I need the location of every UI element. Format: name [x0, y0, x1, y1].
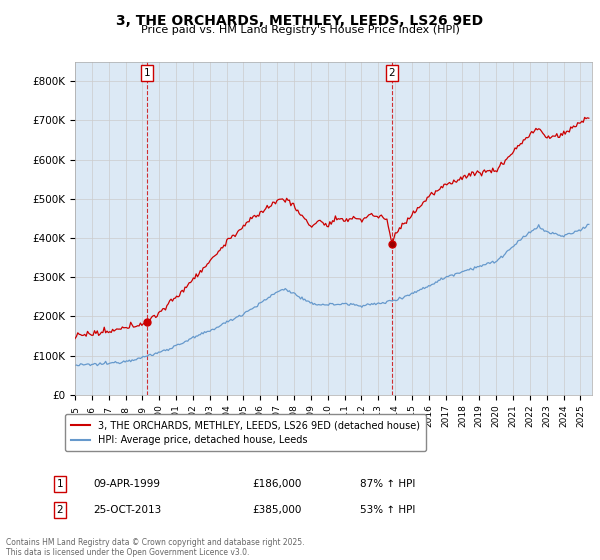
Text: £385,000: £385,000: [252, 505, 301, 515]
Legend: 3, THE ORCHARDS, METHLEY, LEEDS, LS26 9ED (detached house), HPI: Average price, : 3, THE ORCHARDS, METHLEY, LEEDS, LS26 9E…: [65, 414, 426, 451]
Text: 53% ↑ HPI: 53% ↑ HPI: [360, 505, 415, 515]
Text: 2: 2: [389, 68, 395, 78]
Text: 3, THE ORCHARDS, METHLEY, LEEDS, LS26 9ED: 3, THE ORCHARDS, METHLEY, LEEDS, LS26 9E…: [116, 14, 484, 28]
Text: 25-OCT-2013: 25-OCT-2013: [93, 505, 161, 515]
Text: 1: 1: [143, 68, 150, 78]
Text: 1: 1: [56, 479, 64, 489]
Text: Contains HM Land Registry data © Crown copyright and database right 2025.
This d: Contains HM Land Registry data © Crown c…: [6, 538, 305, 557]
Text: £186,000: £186,000: [252, 479, 301, 489]
Text: 2: 2: [56, 505, 64, 515]
Text: 09-APR-1999: 09-APR-1999: [93, 479, 160, 489]
Text: 87% ↑ HPI: 87% ↑ HPI: [360, 479, 415, 489]
Text: Price paid vs. HM Land Registry's House Price Index (HPI): Price paid vs. HM Land Registry's House …: [140, 25, 460, 35]
